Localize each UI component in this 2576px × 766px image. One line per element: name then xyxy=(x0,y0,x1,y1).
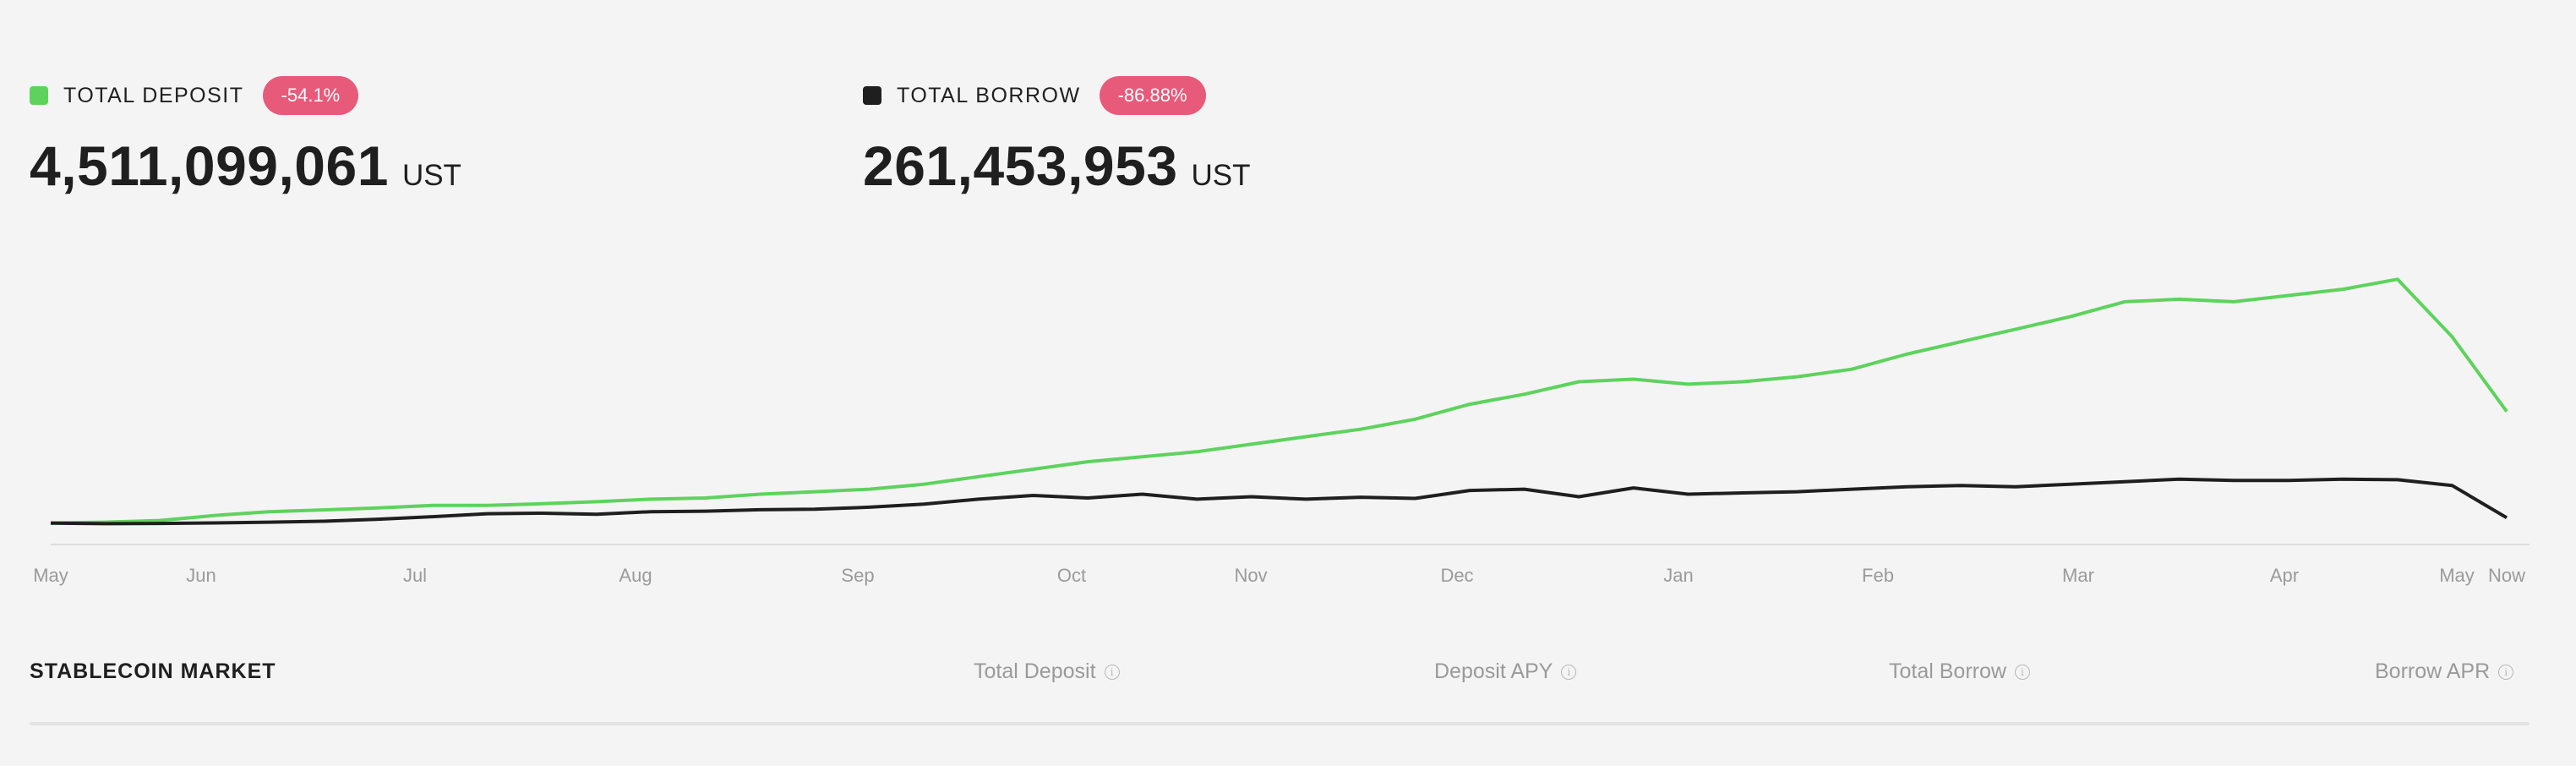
total-deposit-legend: TOTAL DEPOSIT -54.1% xyxy=(30,76,461,115)
total-borrow-legend: TOTAL BORROW -86.88% xyxy=(863,76,1251,115)
x-tick-label: Aug xyxy=(619,565,652,586)
x-tick-label: Sep xyxy=(841,565,874,586)
column-label: Total Deposit xyxy=(974,659,1096,683)
column-label: Borrow APR xyxy=(2375,659,2491,683)
column-label: Deposit APY xyxy=(1434,659,1553,683)
x-tick-label: Jul xyxy=(403,565,427,586)
info-icon[interactable]: i xyxy=(2498,664,2514,680)
x-tick-label: Now xyxy=(2488,565,2525,586)
dark-square-icon xyxy=(863,86,881,105)
x-tick-label: Oct xyxy=(1057,565,1086,586)
column-header-deposit-apy[interactable]: Deposit APY i xyxy=(1434,659,1577,684)
total-borrow-unit: UST xyxy=(1191,159,1251,192)
green-square-icon xyxy=(30,86,48,105)
stablecoin-market-header: STABLECOIN MARKET Total Deposit i Deposi… xyxy=(0,659,2576,687)
total-borrow-value: 261,453,953 xyxy=(863,134,1178,197)
deposit-change-badge: -54.1% xyxy=(262,76,359,115)
total-borrow-stat: TOTAL BORROW -86.88% 261,453,953 UST xyxy=(863,76,1251,198)
x-tick-label: Dec xyxy=(1440,565,1473,586)
x-tick-label: Mar xyxy=(2062,565,2094,586)
column-header-total-borrow[interactable]: Total Borrow i xyxy=(1889,659,2030,684)
info-icon[interactable]: i xyxy=(1104,664,1120,680)
x-tick-label: Apr xyxy=(2270,565,2299,586)
info-icon[interactable]: i xyxy=(2014,664,2030,680)
x-tick-label: Nov xyxy=(1234,565,1267,586)
total-borrow-label: TOTAL BORROW xyxy=(897,83,1081,107)
total-deposit-stat: TOTAL DEPOSIT -54.1% 4,511,099,061 UST xyxy=(30,76,461,198)
x-tick-label: Jun xyxy=(186,565,216,586)
column-header-borrow-apr[interactable]: Borrow APR i xyxy=(2375,659,2514,684)
total-deposit-value: 4,511,099,061 xyxy=(30,134,389,197)
stablecoin-market-title: STABLECOIN MARKET xyxy=(30,659,276,683)
info-icon[interactable]: i xyxy=(1561,664,1577,680)
total-borrow-series-line[interactable] xyxy=(50,477,2508,526)
x-tick-label: May xyxy=(33,565,68,586)
column-header-total-deposit[interactable]: Total Deposit i xyxy=(974,659,1120,684)
table-divider xyxy=(30,722,2530,725)
deposit-borrow-line-chart[interactable]: May Jun Jul Aug Sep Oct Nov Dec Jan Feb Mar Apr May N… xyxy=(0,220,2576,609)
x-tick-label: Jan xyxy=(1663,565,1693,586)
x-tick-label: Feb xyxy=(1862,565,1894,586)
total-deposit-unit: UST xyxy=(401,159,461,192)
total-deposit-series-line[interactable] xyxy=(50,277,2508,525)
total-deposit-label: TOTAL DEPOSIT xyxy=(63,83,244,107)
column-label: Total Borrow xyxy=(1889,659,2006,683)
x-tick-label: May xyxy=(2439,565,2475,586)
borrow-change-badge: -86.88% xyxy=(1099,76,1206,115)
